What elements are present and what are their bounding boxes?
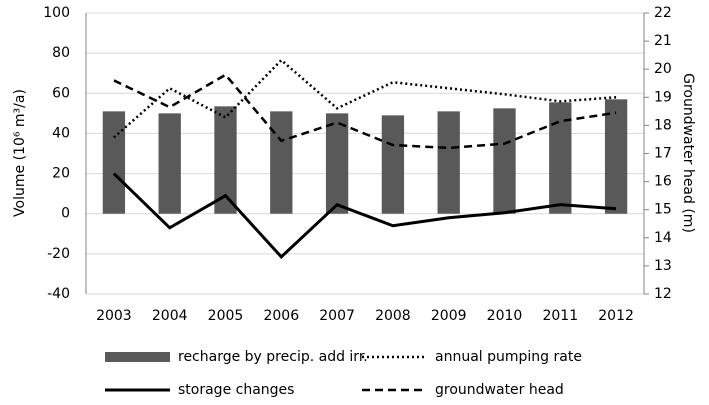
x-tick-label: 2003 bbox=[96, 308, 132, 324]
line bbox=[113, 73, 617, 150]
bar bbox=[102, 111, 126, 214]
y2-tick-label: 16 bbox=[654, 174, 672, 190]
bar bbox=[493, 108, 516, 214]
x-tick-label: 2011 bbox=[542, 308, 578, 324]
y-tick-label: 80 bbox=[52, 45, 70, 61]
y2-tick-label: 21 bbox=[654, 33, 672, 49]
legend-label: recharge by precip. add irr. bbox=[178, 349, 368, 365]
line bbox=[112, 172, 617, 260]
y2-tick-label: 12 bbox=[654, 286, 672, 302]
y2-axis-label: Groundwater head (m) bbox=[680, 73, 696, 233]
y2-tick-label: 18 bbox=[654, 117, 672, 133]
x-tick-label: 2010 bbox=[487, 308, 523, 324]
x-tick-label: 2004 bbox=[152, 308, 188, 324]
x-tick-label: 2008 bbox=[375, 308, 411, 324]
y2-tick-label: 22 bbox=[654, 5, 672, 21]
y-tick-label: 100 bbox=[43, 5, 70, 21]
bar bbox=[214, 106, 237, 214]
y2-tick-label: 13 bbox=[654, 258, 672, 274]
legend-label: storage changes bbox=[178, 382, 294, 398]
x-tick-label: 2012 bbox=[598, 308, 634, 324]
bar bbox=[437, 111, 460, 214]
bar bbox=[549, 102, 572, 214]
y-tick-label: 60 bbox=[52, 85, 70, 101]
x-tick-label: 2009 bbox=[431, 308, 467, 324]
bar bbox=[604, 99, 628, 214]
y2-tick-label: 20 bbox=[654, 61, 672, 77]
legend-label: annual pumping rate bbox=[435, 349, 582, 365]
x-tick-label: 2006 bbox=[263, 308, 299, 324]
x-tick-label: 2005 bbox=[208, 308, 244, 324]
legend-label: groundwater head bbox=[435, 382, 564, 398]
y2-tick-label: 19 bbox=[654, 89, 672, 105]
y-tick-label: -20 bbox=[47, 246, 70, 262]
bar bbox=[381, 115, 405, 214]
bar bbox=[158, 113, 181, 214]
bar bbox=[270, 111, 293, 214]
y-tick-label: 0 bbox=[61, 206, 70, 222]
x-tick-label: 2007 bbox=[319, 308, 355, 324]
legend-swatch bbox=[105, 352, 170, 362]
y2-tick-label: 17 bbox=[654, 146, 672, 162]
line bbox=[113, 58, 617, 139]
y-tick-label: -40 bbox=[47, 286, 70, 302]
y-tick-label: 20 bbox=[52, 166, 70, 182]
y2-tick-label: 14 bbox=[654, 230, 672, 246]
y2-tick-label: 15 bbox=[654, 202, 672, 218]
bar bbox=[325, 113, 349, 214]
y-axis-label: Volume (10⁶ m³/a) bbox=[12, 89, 28, 217]
y-tick-label: 40 bbox=[52, 125, 70, 141]
